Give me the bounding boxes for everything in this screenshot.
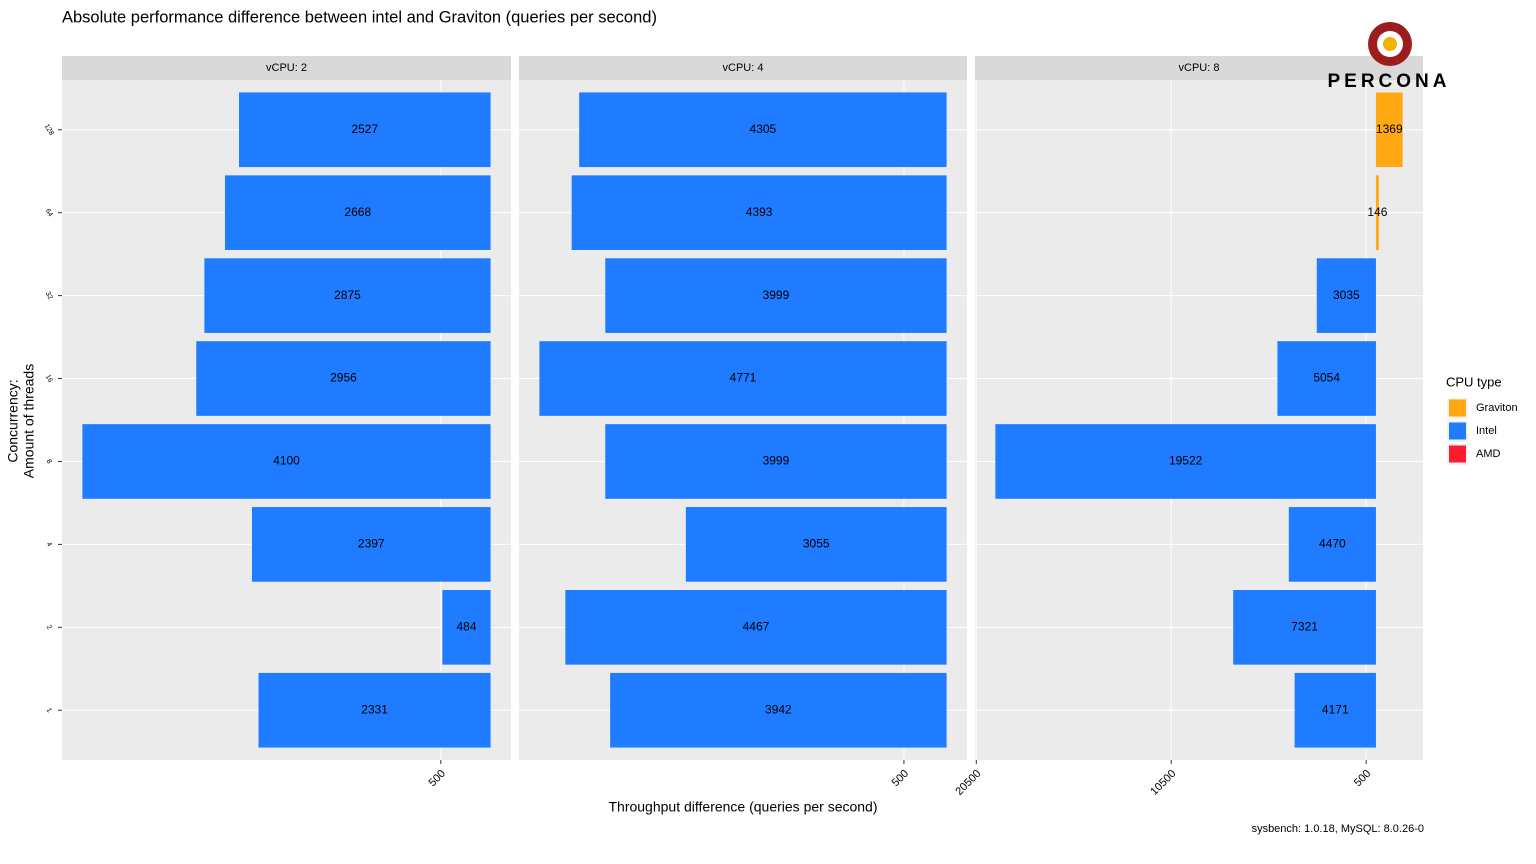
bar	[258, 672, 491, 748]
y-tick-label: 4	[45, 541, 53, 548]
data-label: 484	[456, 619, 476, 633]
y-axis-title: Amount of threads	[21, 364, 37, 478]
bar	[1233, 590, 1376, 665]
strip-background	[519, 56, 967, 80]
bar	[442, 590, 491, 665]
data-label: 4305	[750, 122, 777, 136]
bar	[571, 175, 947, 250]
data-label: 3055	[803, 537, 830, 551]
bar	[565, 590, 947, 665]
data-label: 4171	[1322, 702, 1349, 716]
legend-swatch	[1449, 422, 1466, 440]
data-label: 4467	[743, 619, 770, 633]
y-tick-label: 32	[44, 291, 54, 301]
data-label: 2668	[344, 205, 371, 219]
data-label: 4470	[1319, 537, 1346, 551]
bar	[251, 507, 491, 582]
strip-label: vCPU: 4	[723, 62, 764, 74]
bar	[82, 424, 491, 499]
y-tick-label: 16	[44, 374, 54, 384]
bar	[610, 672, 947, 748]
bar	[239, 92, 491, 168]
caption: sysbench: 1.0.18, MySQL: 8.0.26-0	[1252, 823, 1424, 835]
bar	[224, 175, 491, 250]
y-tick-label: 128	[43, 123, 55, 137]
data-label: 1369	[1376, 122, 1403, 136]
bar	[605, 424, 947, 499]
legend-label: Intel	[1476, 425, 1497, 437]
bar	[1277, 341, 1376, 416]
bar	[1288, 507, 1376, 582]
bar	[204, 258, 491, 333]
bar	[196, 341, 491, 416]
legend-swatch	[1449, 399, 1466, 417]
data-label: 146	[1367, 205, 1387, 219]
data-label: 3999	[763, 288, 790, 302]
data-label: 19522	[1169, 454, 1203, 468]
data-label: 3999	[763, 454, 790, 468]
data-label: 4100	[273, 454, 300, 468]
strip-label: vCPU: 8	[1179, 62, 1220, 74]
x-tick-label: 500	[427, 768, 448, 789]
y-tick-label: 1	[45, 707, 53, 714]
y-tick-label: 2	[45, 624, 53, 631]
strip-background	[975, 56, 1423, 80]
x-tick-label: 500	[1352, 768, 1373, 789]
data-label: 2956	[330, 371, 357, 385]
bar	[995, 424, 1376, 499]
strip-label: vCPU: 2	[266, 62, 307, 74]
x-axis-title: Throughput difference (queries per secon…	[608, 799, 877, 815]
data-label: 4771	[730, 371, 757, 385]
x-tick-label: 10500	[1148, 768, 1178, 798]
bar	[685, 507, 947, 582]
data-label: 4393	[746, 205, 773, 219]
bar	[539, 341, 947, 416]
bar	[605, 258, 947, 333]
legend-label: Graviton	[1476, 402, 1518, 414]
bar	[1294, 672, 1376, 748]
bar	[1375, 175, 1379, 250]
bar	[579, 92, 947, 168]
y-tick-label: 8	[45, 458, 53, 465]
data-label: 2875	[334, 288, 361, 302]
data-label: 2397	[358, 537, 385, 551]
bar	[1316, 258, 1376, 333]
y-tick-label: 64	[44, 208, 54, 218]
x-tick-label: 500	[890, 768, 911, 789]
y-axis-title: Concurrency:	[5, 379, 21, 462]
chart-title: Absolute performance difference between …	[62, 8, 657, 26]
legend-swatch	[1449, 445, 1466, 463]
data-label: 2527	[351, 122, 378, 136]
logo: PERCONA	[1327, 22, 1450, 92]
legend-title: CPU type	[1446, 374, 1502, 389]
logo-text: PERCONA	[1327, 71, 1450, 92]
x-tick-label: 20500	[953, 768, 983, 798]
data-label: 5054	[1313, 371, 1340, 385]
strip-background	[62, 56, 511, 80]
data-label: 3035	[1333, 288, 1360, 302]
logo-dot	[1383, 37, 1397, 51]
data-label: 2331	[361, 702, 388, 716]
data-label: 3942	[765, 702, 792, 716]
legend-label: AMD	[1476, 448, 1501, 460]
bar	[1375, 92, 1403, 168]
data-label: 7321	[1291, 619, 1318, 633]
